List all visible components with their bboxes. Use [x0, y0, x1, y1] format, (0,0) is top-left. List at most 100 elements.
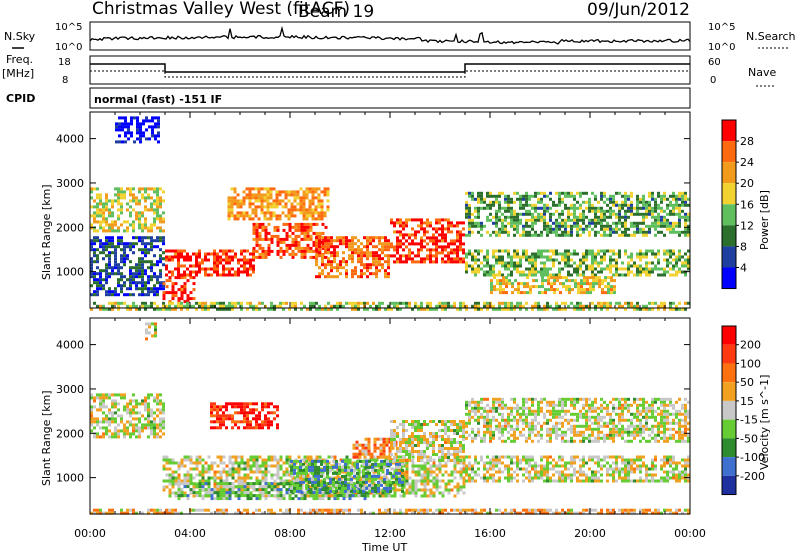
velocity-colorbar-tick-5: -50: [740, 432, 758, 445]
x-tick-label-6: 00:00: [674, 527, 706, 540]
velocity-colorbar-tick-0: 200: [740, 339, 761, 352]
power-colorbar-tick-3: 16: [740, 198, 754, 211]
x-tick-label-1: 04:00: [174, 527, 206, 540]
freq-label: Freq.: [6, 53, 33, 66]
velocity-colorbar-label: Velocity [m s^-1]: [758, 375, 771, 470]
noise-tick-left-bottom: 10^0: [55, 42, 82, 53]
cpid-label: CPID: [6, 92, 35, 105]
power-colorbar-swatch-4: [722, 204, 736, 226]
noise-trace: [89, 25, 691, 45]
cpid-value: normal (fast) -151 IF: [94, 93, 222, 106]
x-axis-label: Time UT: [361, 541, 407, 554]
velocity-patch-0: [90, 393, 165, 439]
power-patch-2: [115, 116, 160, 144]
velocity-patch-6: [210, 402, 279, 430]
freq-unit: [MHz]: [2, 67, 34, 80]
power-patch-12: [90, 301, 690, 311]
nsearch-label: N.Search: [746, 30, 796, 43]
power-patch-10: [465, 191, 690, 237]
power-axis: 1000 2000 3000 4000: [56, 112, 691, 308]
velocity-colorbar-swatch-2: [722, 363, 736, 383]
velocity-patch-9: [145, 322, 157, 341]
velocity-ytick-label-3: 4000: [56, 339, 84, 352]
power-patch-7: [390, 218, 465, 264]
nave-label: Nave: [748, 66, 776, 79]
velocity-axis: 1000 2000 3000 4000: [56, 318, 691, 514]
velocity-colorbar-swatch-7: [722, 457, 736, 476]
velocity-patch-3: [290, 459, 404, 493]
power-ytick-label-1: 2000: [56, 221, 84, 234]
power-colorbar-swatch-1: [722, 141, 736, 163]
plot-title: Christmas Valley West (fitACF): [92, 0, 350, 19]
date-label: 09/Jun/2012: [587, 0, 690, 20]
noise-strip-frame: [89, 21, 691, 51]
power-colorbar-swatch-3: [722, 183, 736, 205]
velocity-colorbar-swatch-1: [722, 344, 736, 364]
velocity-ytick-label-1: 2000: [56, 427, 84, 440]
freq-tick-top: 18: [58, 57, 71, 68]
power-ylabel: Slant Range [km]: [40, 184, 53, 280]
freq-tick-bottom: 8: [62, 75, 68, 86]
power-colorbar-swatch-6: [722, 246, 736, 268]
velocity-colorbar-tick-3: 15: [740, 395, 754, 408]
power-patch-9: [465, 249, 690, 277]
velocity-colorbar-tick-1: 100: [740, 357, 761, 370]
velocity-colorbar-swatch-5: [722, 419, 736, 439]
power-patch-11: [490, 276, 616, 295]
velocity-colorbar-swatch-0: [722, 326, 736, 345]
power-colorbar-tick-0: 28: [740, 135, 754, 148]
nsky-label: N.Sky: [4, 30, 36, 43]
power-patch-6: [315, 236, 390, 279]
nave-tick-top: 60: [708, 57, 721, 68]
power-colorbar-tick-2: 20: [740, 177, 754, 190]
power-ytick-label-0: 1000: [56, 266, 84, 279]
power-colorbar-tick-5: 8: [740, 240, 747, 253]
power-colorbar-swatch-0: [722, 120, 736, 142]
velocity-heatmap: [90, 322, 690, 515]
beam-label: Beam 19: [298, 2, 374, 22]
velocity-ylabel: Slant Range [km]: [40, 390, 53, 486]
power-colorbar-swatch-5: [722, 225, 736, 247]
power-patch-4: [165, 249, 255, 277]
power-colorbar-tick-4: 12: [740, 219, 754, 232]
noise-tick-left-top: 10^5: [55, 22, 82, 33]
power-patch-1: [90, 236, 165, 297]
power-colorbar-tick-1: 24: [740, 156, 754, 169]
x-tick-labels: 00:00 04:00 08:00 12:00 16:00 20:00 00:00: [74, 527, 706, 540]
nave-trace: [90, 70, 690, 78]
power-patch-3: [162, 276, 196, 304]
freq-strip-frame: [89, 55, 691, 85]
nave-tick-bottom: 0: [710, 75, 716, 86]
velocity-colorbar-tick-2: 50: [740, 376, 754, 389]
noise-tick-right-bottom: 10^0: [708, 42, 735, 53]
velocity-ytick-label-0: 1000: [56, 472, 84, 485]
power-patch-0: [90, 187, 165, 233]
x-tick-label-5: 20:00: [574, 527, 606, 540]
power-colorbar: 28 24 20 16 12 8 4: [721, 119, 754, 290]
power-ytick-label-3: 4000: [56, 133, 84, 146]
x-tick-label-2: 08:00: [274, 527, 306, 540]
velocity-patch-7: [465, 455, 690, 483]
velocity-colorbar-swatch-6: [722, 438, 736, 458]
power-colorbar-swatch-7: [722, 267, 736, 289]
freq-trace: [90, 63, 690, 73]
velocity-colorbar: 200 100 50 15 -15 -50 -100 -200: [721, 325, 765, 496]
x-tick-label-4: 16:00: [474, 527, 506, 540]
velocity-colorbar-swatch-4: [722, 400, 736, 420]
x-tick-label-0: 00:00: [74, 527, 106, 540]
power-colorbar-swatch-2: [722, 162, 736, 184]
velocity-colorbar-tick-4: -15: [740, 414, 758, 427]
power-colorbar-label: Power [dB]: [758, 190, 771, 250]
power-colorbar-tick-6: 4: [740, 261, 747, 274]
velocity-patch-5: [390, 420, 465, 462]
velocity-colorbar-swatch-8: [722, 475, 736, 495]
velocity-ytick-label-2: 3000: [56, 383, 84, 396]
velocity-colorbar-tick-7: -200: [740, 470, 765, 483]
power-patch-8: [227, 187, 330, 221]
power-heatmap: [90, 116, 690, 311]
velocity-patch-8: [465, 397, 690, 443]
noise-tick-right-top: 10^5: [708, 22, 735, 33]
x-tick-label-3: 12:00: [374, 527, 406, 540]
power-ytick-label-2: 3000: [56, 177, 84, 190]
